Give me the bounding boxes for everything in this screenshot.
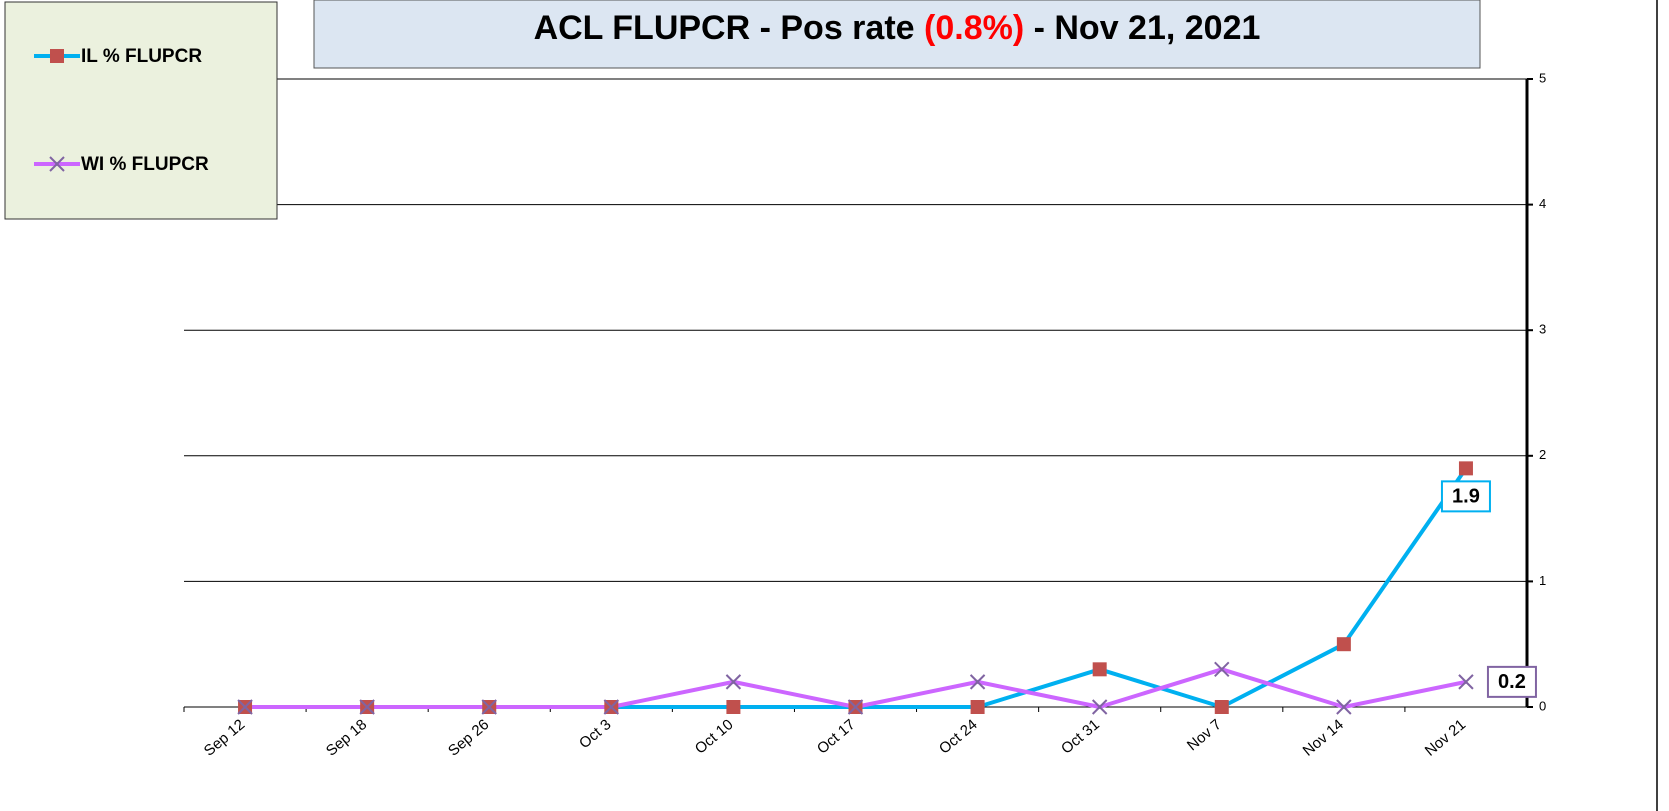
marker	[725, 674, 742, 690]
y-tick-label: 4	[1539, 196, 1546, 211]
marker	[969, 674, 986, 690]
marker	[1336, 699, 1352, 715]
y-tick-label: 0	[1539, 698, 1546, 713]
legend-symbol	[49, 156, 65, 172]
title-box	[313, 0, 1481, 69]
marker	[1214, 661, 1230, 678]
marker	[1092, 662, 1107, 677]
x-tick-label: Oct 31	[1058, 716, 1103, 757]
marker	[603, 699, 620, 715]
title-part: ACL FLUPCR - Pos rate	[534, 9, 915, 47]
x-tick-label: Sep 18	[323, 716, 370, 760]
y-tick-label: 5	[1539, 70, 1546, 85]
x-tick-label: Sep 26	[445, 716, 492, 760]
marker	[237, 699, 253, 715]
x-tick-label: Nov 21	[1422, 716, 1469, 760]
marker	[970, 700, 985, 714]
legend-marker	[49, 156, 65, 172]
legend-marker	[50, 49, 64, 63]
x-tick-label: Nov 14	[1300, 716, 1347, 760]
marker	[847, 699, 864, 715]
legend-label: IL % FLUPCR	[81, 46, 202, 67]
legend-box	[4, 1, 278, 220]
marker	[1091, 699, 1108, 715]
y-tick-label: 3	[1539, 322, 1546, 337]
marker	[359, 699, 375, 715]
marker	[726, 700, 741, 714]
x-tick-label: Oct 10	[692, 716, 737, 757]
data-label-box	[1440, 480, 1491, 513]
series-line	[245, 467, 1468, 709]
title-part: - Nov 21, 2021	[1034, 9, 1261, 47]
x-tick-label: Oct 24	[936, 716, 981, 757]
chart-title: ACL FLUPCR - Pos rate (0.8%) - Nov 21, 2…	[534, 9, 1261, 47]
data-label: 1.9	[1452, 486, 1480, 508]
x-tick-label: Oct 17	[814, 716, 859, 757]
marker	[1214, 700, 1229, 714]
legend-symbol	[50, 49, 64, 63]
y-tick-label: 2	[1539, 447, 1546, 462]
x-tick-label: Oct 3	[576, 716, 614, 752]
marker	[1458, 674, 1474, 690]
data-label-box	[1486, 665, 1537, 698]
marker	[481, 699, 497, 715]
marker	[1458, 461, 1473, 476]
marker	[1336, 637, 1351, 652]
legend-label: WI % FLUPCR	[81, 154, 209, 175]
y-tick-label: 1	[1539, 573, 1546, 588]
x-tick-label: Sep 12	[201, 716, 248, 760]
title-highlight: (0.8%)	[924, 9, 1024, 47]
data-label: 0.2	[1498, 671, 1526, 693]
x-tick-label: Nov 7	[1184, 716, 1225, 754]
